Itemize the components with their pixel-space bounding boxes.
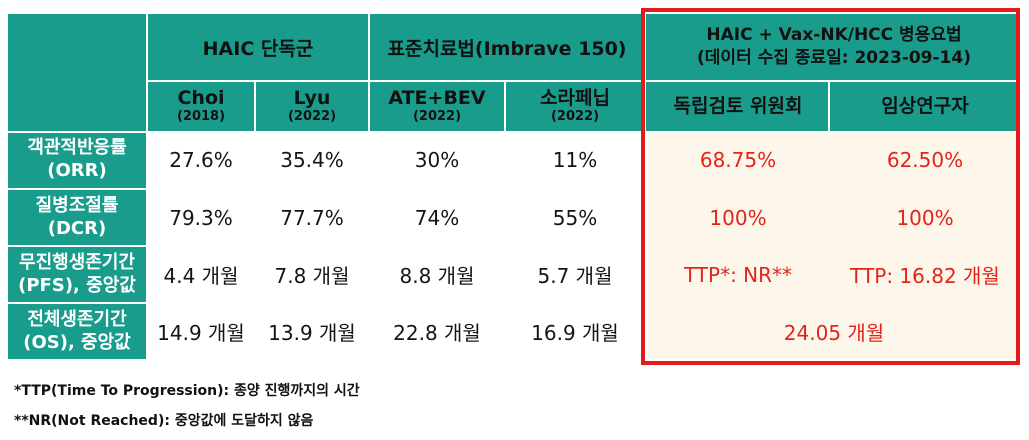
col-year: (2022) xyxy=(287,109,337,125)
col-header-independent-review: 독립검토 위원회 xyxy=(648,82,828,131)
grid-line xyxy=(8,131,146,133)
row-label-os: 전체생존기간 (OS), 중앙값 xyxy=(8,304,146,359)
header-combination-therapy: HAIC + Vax-NK/HCC 병용요법 (데이터 수집 종료일: 2023… xyxy=(648,14,1020,80)
grid-line xyxy=(8,245,146,247)
col-header-sorafenib: 소라페닙 (2022) xyxy=(506,82,644,131)
table-cell: 16.9 개월 xyxy=(531,321,619,345)
footnote-ttp: *TTP(Time To Progression): 종양 진행까지의 시간 xyxy=(14,383,360,399)
col-header-investigator: 임상연구자 xyxy=(830,82,1020,131)
header-haic-alone-label: HAIC 단독군 xyxy=(202,37,314,60)
col-name: Lyu xyxy=(293,87,331,110)
col-header-choi: Choi (2018) xyxy=(148,82,254,131)
table-cell-highlight: TTP: 16.82 개월 xyxy=(850,264,1000,288)
row-label-line2: (ORR) xyxy=(47,159,107,181)
col-year: (2018) xyxy=(176,109,226,125)
grid-line xyxy=(8,302,146,304)
header-background xyxy=(8,14,1020,131)
col-year: (2022) xyxy=(550,109,600,125)
grid-line xyxy=(828,82,830,131)
header-standard-therapy: 표준치료법(Imbrave 150) xyxy=(370,14,644,80)
col-name: ATE+BEV xyxy=(388,87,486,110)
row-label-dcr: 질병조절률 (DCR) xyxy=(8,190,146,245)
col-header-lyu: Lyu (2022) xyxy=(256,82,368,131)
grid-line xyxy=(254,82,256,131)
header-standard-therapy-label: 표준치료법(Imbrave 150) xyxy=(387,37,627,60)
table-cell: 55% xyxy=(552,205,598,230)
grid-line xyxy=(8,188,146,190)
row-label-line1: 무진행생존기간 xyxy=(19,252,135,273)
table-cell: 13.9 개월 xyxy=(268,321,356,345)
table-cell: 8.8 개월 xyxy=(399,264,475,288)
table-cell: 27.6% xyxy=(169,147,233,172)
row-label-pfs: 무진행생존기간 (PFS), 중앙값 xyxy=(8,247,146,302)
table-cell: 35.4% xyxy=(280,147,344,172)
col-name: 임상연구자 xyxy=(881,95,969,118)
highlight-background xyxy=(648,131,1020,359)
row-label-line2: (DCR) xyxy=(47,217,107,239)
col-name: 독립검토 위원회 xyxy=(673,95,803,118)
table-cell-highlight: 68.75% xyxy=(699,147,777,172)
row-label-line2: (OS), 중앙값 xyxy=(23,331,131,353)
table-cell: 11% xyxy=(552,147,598,172)
col-name: 소라페닙 xyxy=(540,87,610,110)
table-cell-highlight: 100% xyxy=(896,205,954,230)
header-combination-date: (데이터 수집 종료일: 2023-09-14) xyxy=(697,48,971,68)
row-label-line1: 질병조절률 xyxy=(35,195,119,216)
col-header-ate-bev: ATE+BEV (2022) xyxy=(370,82,504,131)
header-combination-title: HAIC + Vax-NK/HCC 병용요법 xyxy=(706,25,962,46)
table-cell: 30% xyxy=(414,147,460,172)
table-cell: 14.9 개월 xyxy=(157,321,245,345)
grid-line xyxy=(644,14,646,131)
table-cell: 7.8 개월 xyxy=(274,264,350,288)
grid-line xyxy=(146,14,148,359)
table-cell-highlight: 100% xyxy=(709,205,767,230)
table-cell: 74% xyxy=(414,205,460,230)
row-label-line2: (PFS), 중앙값 xyxy=(18,274,136,296)
table-cell: 22.8 개월 xyxy=(393,321,481,345)
footnote-nr: **NR(Not Reached): 중앙값에 도달하지 않음 xyxy=(14,413,314,429)
highlight-frame xyxy=(641,8,1020,365)
row-label-line1: 객관적반응률 xyxy=(27,137,127,158)
table-cell-highlight-merged: 24.05 개월 xyxy=(783,321,885,345)
grid-line xyxy=(504,82,506,131)
row-label-line1: 전체생존기간 xyxy=(27,309,127,330)
grid-line xyxy=(148,80,1020,82)
grid-line xyxy=(368,14,370,131)
col-name: Choi xyxy=(177,87,225,110)
row-label-orr: 객관적반응률 (ORR) xyxy=(8,131,146,188)
table-cell: 5.7 개월 xyxy=(537,264,613,288)
header-haic-alone: HAIC 단독군 xyxy=(148,14,368,80)
table-cell-highlight: 62.50% xyxy=(886,147,964,172)
table-cell-highlight: TTP*: NR** xyxy=(683,262,793,287)
table-cell: 4.4 개월 xyxy=(163,264,239,288)
table-cell: 77.7% xyxy=(280,205,344,230)
col-year: (2022) xyxy=(412,109,462,125)
table-cell: 79.3% xyxy=(169,205,233,230)
